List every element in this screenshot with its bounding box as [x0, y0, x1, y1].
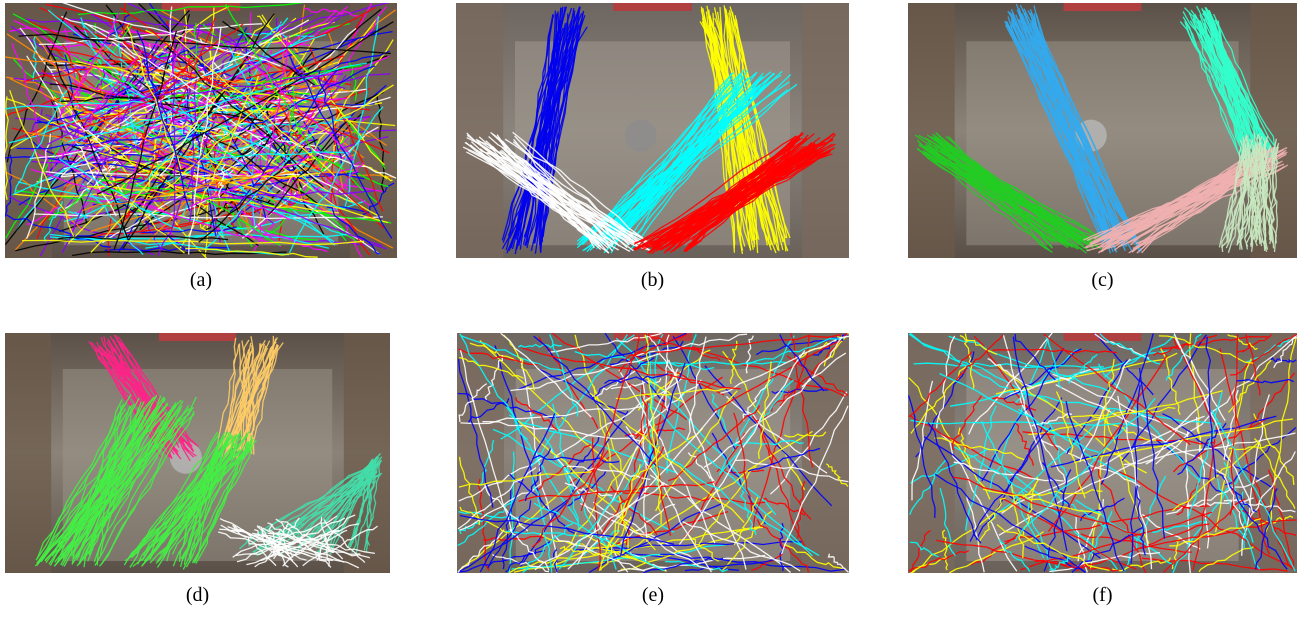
- right-wall: [802, 3, 849, 258]
- scene-image: [5, 3, 397, 258]
- flag: [159, 333, 236, 341]
- flag: [613, 3, 692, 11]
- scene-image: [456, 3, 849, 258]
- panel-caption: (c): [1053, 269, 1153, 292]
- left-wall: [5, 333, 51, 573]
- scene-image: [908, 333, 1297, 573]
- image-panel: [5, 3, 397, 258]
- page: Trajectory figure {"figure": {"panels": …: [0, 0, 1302, 617]
- scene-image: [457, 333, 849, 573]
- panel-caption: (f): [1053, 584, 1153, 607]
- clock: [625, 120, 657, 152]
- scene-image: [908, 3, 1297, 258]
- image-panel: [456, 3, 849, 258]
- image-panel: [908, 3, 1297, 258]
- panel-caption: (a): [151, 269, 251, 292]
- panel-caption: (d): [148, 584, 248, 607]
- left-wall: [456, 3, 503, 258]
- scene-image: [5, 333, 390, 573]
- left-wall: [908, 3, 955, 258]
- image-panel: [908, 333, 1297, 573]
- figure: (a)(b)(c)(d)(e)(f) (() => { const data =…: [0, 0, 1302, 617]
- image-panel: [5, 333, 390, 573]
- panel-caption: (e): [603, 584, 703, 607]
- image-panel: [457, 333, 849, 573]
- flag: [1064, 3, 1142, 11]
- left-wall: [908, 333, 955, 573]
- panel-caption: (b): [603, 269, 703, 292]
